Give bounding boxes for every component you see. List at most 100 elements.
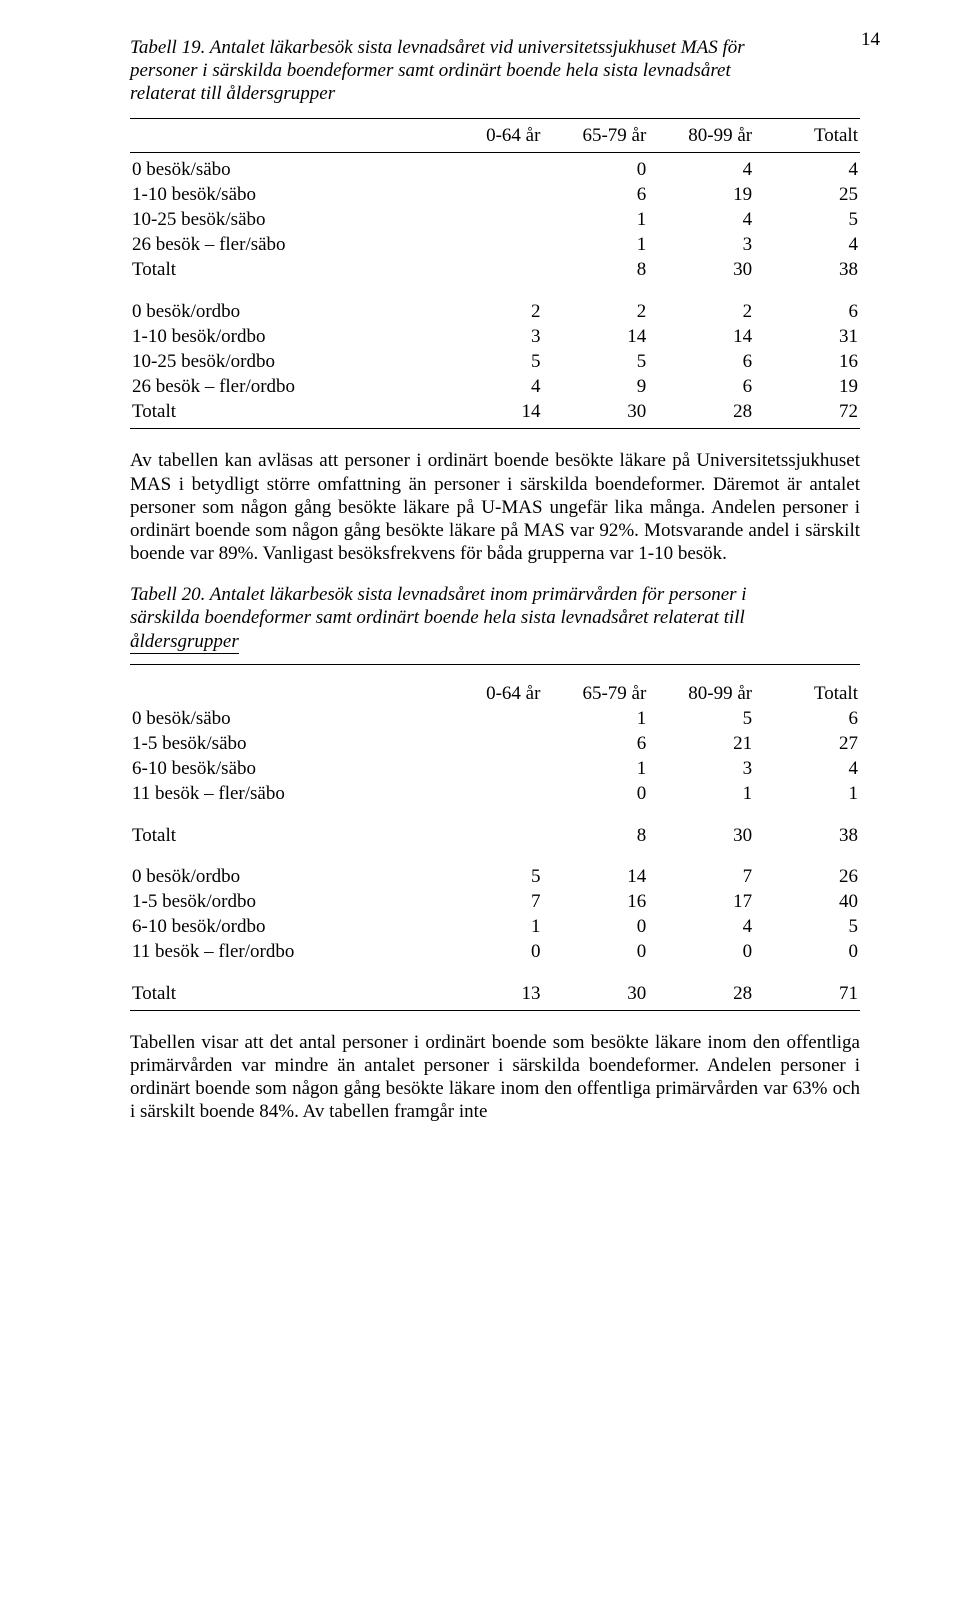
table-row: 6-10 besök/säbo 1 3 4 — [130, 756, 860, 781]
table-19-body: 0 besök/säbo 0 4 4 1-10 besök/säbo 6 19 … — [130, 157, 860, 425]
row-label: Totalt — [130, 981, 437, 1006]
table-row: Totalt 14 30 28 72 — [130, 399, 860, 424]
cell: 0 — [648, 939, 754, 964]
spacer — [130, 669, 860, 681]
cell: 1 — [542, 756, 648, 781]
cell: 1 — [437, 914, 543, 939]
cell: 5 — [437, 349, 543, 374]
table-total-row: Totalt 8 30 38 — [130, 823, 860, 848]
cell — [437, 823, 543, 848]
col-header: Totalt — [754, 123, 860, 148]
cell: 25 — [754, 182, 860, 207]
rule — [130, 152, 860, 153]
table-row: 0 besök/ordbo 5 14 7 26 — [130, 864, 860, 889]
cell: 3 — [437, 324, 543, 349]
rule — [130, 664, 860, 665]
caption-line: personer i särskilda boendeformer samt o… — [130, 60, 731, 81]
rule — [130, 428, 860, 429]
cell — [437, 207, 543, 232]
cell: 6 — [648, 349, 754, 374]
cell: 6 — [754, 299, 860, 324]
cell — [437, 731, 543, 756]
cell: 6 — [542, 182, 648, 207]
cell — [437, 781, 543, 806]
row-label: 11 besök – fler/ordbo — [130, 939, 437, 964]
table-row: 0 besök/ordbo 2 2 2 6 — [130, 299, 860, 324]
table-row: 1-10 besök/säbo 6 19 25 — [130, 182, 860, 207]
cell: 0 — [542, 939, 648, 964]
table-row: 1-5 besök/säbo 6 21 27 — [130, 731, 860, 756]
cell: 4 — [648, 914, 754, 939]
cell: 38 — [754, 257, 860, 282]
page: 14 Tabell 19. Antalet läkarbesök sista l… — [0, 0, 960, 1604]
cell: 9 — [542, 374, 648, 399]
cell: 30 — [542, 399, 648, 424]
cell: 5 — [437, 864, 543, 889]
cell: 0 — [437, 939, 543, 964]
cell: 4 — [648, 157, 754, 182]
table-row: 0 besök/säbo 0 4 4 — [130, 157, 860, 182]
row-label: 10-25 besök/säbo — [130, 207, 437, 232]
caption-line: åldersgrupper — [130, 630, 239, 654]
spacer — [130, 807, 860, 823]
cell — [437, 257, 543, 282]
cell: 17 — [648, 889, 754, 914]
row-label: 1-5 besök/ordbo — [130, 889, 437, 914]
cell — [437, 706, 543, 731]
row-label: 26 besök – fler/ordbo — [130, 374, 437, 399]
cell: 4 — [437, 374, 543, 399]
cell: 0 — [542, 781, 648, 806]
table-20-caption: Tabell 20. Antalet läkarbesök sista levn… — [130, 583, 860, 654]
row-label: 1-5 besök/säbo — [130, 731, 437, 756]
cell: 71 — [754, 981, 860, 1006]
row-label: 11 besök – fler/säbo — [130, 781, 437, 806]
cell: 40 — [754, 889, 860, 914]
cell: 31 — [754, 324, 860, 349]
cell: 3 — [648, 756, 754, 781]
cell: 26 — [754, 864, 860, 889]
row-label: 1-10 besök/ordbo — [130, 324, 437, 349]
col-header: 0-64 år — [437, 681, 543, 706]
cell: 21 — [648, 731, 754, 756]
spacer — [130, 283, 860, 299]
table-20: 0-64 år 65-79 år 80-99 år Totalt 0 besök… — [130, 681, 860, 1006]
cell: 16 — [754, 349, 860, 374]
cell: 28 — [648, 399, 754, 424]
row-label: 0 besök/ordbo — [130, 299, 437, 324]
row-label: 6-10 besök/ordbo — [130, 914, 437, 939]
table-row: 11 besök – fler/ordbo 0 0 0 0 — [130, 939, 860, 964]
row-label: 10-25 besök/ordbo — [130, 349, 437, 374]
spacer — [130, 965, 860, 981]
cell: 38 — [754, 823, 860, 848]
cell: 7 — [437, 889, 543, 914]
spacer — [130, 848, 860, 864]
col-header: 80-99 år — [648, 123, 754, 148]
table-19-caption: Tabell 19. Antalet läkarbesök sista levn… — [130, 36, 860, 106]
cell: 2 — [648, 299, 754, 324]
col-header: 0-64 år — [437, 123, 543, 148]
cell: 4 — [754, 232, 860, 257]
table-row: 6-10 besök/ordbo 1 0 4 5 — [130, 914, 860, 939]
cell: 1 — [648, 781, 754, 806]
cell — [437, 232, 543, 257]
cell: 14 — [542, 864, 648, 889]
cell: 0 — [754, 939, 860, 964]
row-label: 0 besök/säbo — [130, 157, 437, 182]
cell — [437, 157, 543, 182]
table-row: 26 besök – fler/ordbo 4 9 6 19 — [130, 374, 860, 399]
table-row: 26 besök – fler/säbo 1 3 4 — [130, 232, 860, 257]
cell: 19 — [754, 374, 860, 399]
paragraph-2: Tabellen visar att det antal personer i … — [130, 1031, 860, 1124]
row-label: 0 besök/ordbo — [130, 864, 437, 889]
cell: 14 — [542, 324, 648, 349]
row-label: 0 besök/säbo — [130, 706, 437, 731]
cell — [437, 182, 543, 207]
cell: 7 — [648, 864, 754, 889]
cell: 1 — [754, 781, 860, 806]
cell — [437, 756, 543, 781]
cell: 3 — [648, 232, 754, 257]
rule — [130, 118, 860, 119]
cell: 5 — [542, 349, 648, 374]
cell: 30 — [542, 981, 648, 1006]
caption-line: Tabell 19. Antalet läkarbesök sista levn… — [130, 37, 745, 58]
